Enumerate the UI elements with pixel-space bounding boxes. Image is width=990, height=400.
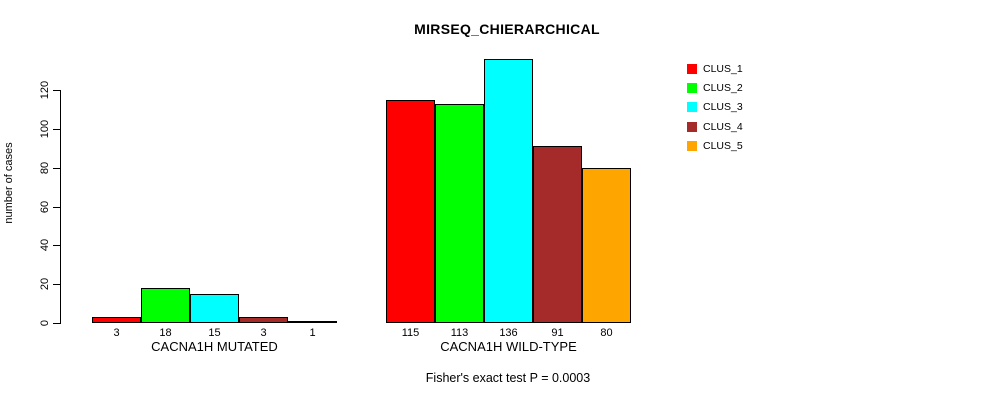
bar-value-label: 3 bbox=[113, 327, 120, 339]
legend-swatch-icon bbox=[687, 82, 697, 93]
bar-value-label: 3 bbox=[260, 327, 267, 339]
bar-clus_3 bbox=[190, 294, 239, 323]
bar-value-label: 80 bbox=[600, 327, 613, 339]
legend-label: CLUS_4 bbox=[703, 120, 743, 133]
bar-value-label: 15 bbox=[208, 327, 221, 339]
bar-clus_1 bbox=[92, 317, 141, 323]
legend-label: CLUS_1 bbox=[703, 62, 743, 75]
legend-label: CLUS_2 bbox=[703, 81, 743, 94]
bar-value-label: 1 bbox=[309, 327, 316, 339]
y-tick-label: 0 bbox=[39, 319, 51, 327]
x-group-label: CACNA1H WILD-TYPE bbox=[440, 339, 577, 354]
bar-clus_1 bbox=[386, 100, 435, 323]
bar-clus_4 bbox=[239, 317, 288, 323]
y-tick-label: 40 bbox=[39, 239, 51, 252]
bar-clus_5 bbox=[288, 321, 337, 323]
chart-title: MIRSEQ_CHIERARCHICAL bbox=[414, 21, 600, 37]
y-axis-tick bbox=[53, 90, 60, 92]
y-axis-line bbox=[60, 90, 61, 324]
y-axis-tick bbox=[53, 129, 60, 130]
x-group-label: CACNA1H MUTATED bbox=[151, 339, 278, 354]
legend-swatch-icon bbox=[687, 121, 697, 132]
y-tick-label: 120 bbox=[39, 81, 51, 100]
bar-clus_5 bbox=[582, 168, 631, 323]
stat-test-annotation: Fisher's exact test P = 0.0003 bbox=[425, 371, 591, 385]
bar-clus_2 bbox=[141, 288, 190, 323]
legend-swatch-icon bbox=[687, 63, 697, 74]
bar-value-label: 18 bbox=[159, 327, 172, 339]
y-axis-tick bbox=[53, 167, 60, 169]
legend-item-clus_3: CLUS_3 bbox=[687, 98, 743, 117]
y-axis-label: number of cases bbox=[3, 142, 15, 224]
y-tick-label: 80 bbox=[39, 161, 51, 174]
bar-value-label: 136 bbox=[499, 327, 518, 339]
legend-label: CLUS_5 bbox=[703, 139, 743, 152]
y-tick-label: 100 bbox=[39, 119, 51, 139]
y-tick-label: 20 bbox=[39, 278, 51, 291]
bar-value-label: 115 bbox=[401, 327, 420, 339]
y-axis-tick bbox=[53, 245, 60, 247]
legend-item-clus_1: CLUS_1 bbox=[687, 59, 743, 78]
y-axis-tick bbox=[53, 206, 60, 208]
y-tick-label: 60 bbox=[39, 200, 51, 213]
bar-clus_4 bbox=[533, 146, 582, 323]
bar-clus_3 bbox=[484, 59, 533, 323]
legend: CLUS_1 CLUS_2 CLUS_3 CLUS_4 CLUS_5 bbox=[687, 59, 743, 155]
legend-item-clus_2: CLUS_2 bbox=[687, 78, 743, 97]
legend-item-clus_4: CLUS_4 bbox=[687, 117, 743, 136]
legend-swatch-icon bbox=[687, 102, 697, 113]
legend-label: CLUS_3 bbox=[703, 101, 743, 114]
bar-value-label: 91 bbox=[551, 327, 564, 339]
bar-value-label: 113 bbox=[450, 327, 469, 339]
bar-clus_2 bbox=[435, 104, 484, 323]
y-axis-tick bbox=[53, 323, 60, 324]
legend-item-clus_5: CLUS_5 bbox=[687, 136, 743, 155]
y-axis-tick bbox=[53, 284, 60, 286]
legend-swatch-icon bbox=[687, 140, 697, 151]
